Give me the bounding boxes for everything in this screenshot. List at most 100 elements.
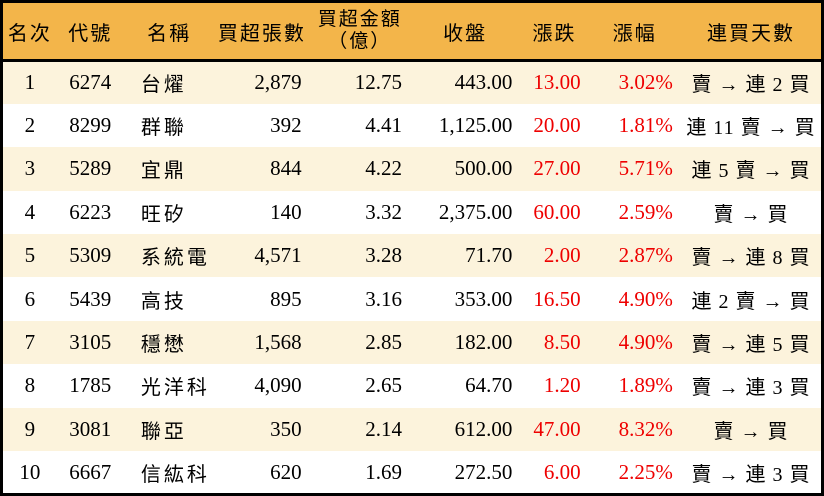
cell-days: 連 5 賣 → 買 xyxy=(691,160,811,183)
cell-change: 1.20 xyxy=(543,373,581,398)
cell-volume: 620 xyxy=(270,459,302,484)
cell-close: 353.00 xyxy=(454,286,513,311)
cell-name: 旺矽 xyxy=(140,203,187,226)
cell-rank: 3 xyxy=(24,156,36,181)
table-row: 5 5309 系統電 4,571 3.28 71.70 2.00 2.87% 賣… xyxy=(1,234,823,278)
cell-code: 8299 xyxy=(69,113,112,138)
cell-volume: 844 xyxy=(270,156,302,181)
col-header-amount: 買超金額 （億） xyxy=(309,1,410,62)
cell-code: 6274 xyxy=(69,70,112,95)
cell-close: 2,375.00 xyxy=(438,199,513,224)
cell-close: 182.00 xyxy=(454,330,513,355)
col-header-amount-line1: 買超金額 xyxy=(317,9,402,31)
cell-name: 宜鼎 xyxy=(140,160,187,183)
cell-days: 連 11 賣 → 買 xyxy=(686,117,816,140)
cell-pct: 2.87% xyxy=(618,243,673,268)
cell-change: 6.00 xyxy=(543,459,581,484)
cell-days: 賣 → 買 xyxy=(713,420,789,443)
col-header-rank: 名次 xyxy=(1,1,57,62)
cell-name: 光洋科 xyxy=(140,377,210,400)
cell-rank: 2 xyxy=(24,113,36,138)
col-header-code: 代號 xyxy=(56,1,124,62)
cell-code: 5309 xyxy=(69,243,112,268)
cell-rank: 6 xyxy=(24,286,36,311)
cell-amount: 4.22 xyxy=(365,156,402,181)
cell-code: 3105 xyxy=(69,330,112,355)
cell-pct: 8.32% xyxy=(618,416,673,441)
cell-rank: 1 xyxy=(24,70,36,95)
cell-rank: 7 xyxy=(24,330,36,355)
cell-name: 穩懋 xyxy=(140,334,187,357)
cell-volume: 392 xyxy=(270,113,302,138)
cell-amount: 2.14 xyxy=(365,416,402,441)
cell-name: 高技 xyxy=(140,290,187,313)
cell-pct: 1.81% xyxy=(618,113,673,138)
table-row: 8 1785 光洋科 4,090 2.65 64.70 1.20 1.89% 賣… xyxy=(1,364,823,408)
table-row: 3 5289 宜鼎 844 4.22 500.00 27.00 5.71% 連 … xyxy=(1,147,823,191)
cell-code: 3081 xyxy=(69,416,112,441)
cell-close: 71.70 xyxy=(465,243,513,268)
cell-name: 聯亞 xyxy=(140,420,187,443)
cell-code: 6223 xyxy=(69,199,112,224)
cell-pct: 4.90% xyxy=(618,330,673,355)
cell-volume: 1,568 xyxy=(254,330,302,355)
cell-days: 賣 → 連 8 買 xyxy=(691,247,811,270)
cell-rank: 5 xyxy=(24,243,36,268)
cell-volume: 350 xyxy=(270,416,302,441)
cell-name: 系統電 xyxy=(140,247,210,270)
cell-amount: 3.16 xyxy=(365,286,402,311)
cell-change: 60.00 xyxy=(533,199,581,224)
col-header-change: 漲跌 xyxy=(520,1,589,62)
table-row: 1 6274 台燿 2,879 12.75 443.00 13.00 3.02%… xyxy=(1,60,823,104)
cell-amount: 1.69 xyxy=(365,459,402,484)
cell-volume: 4,571 xyxy=(254,243,302,268)
col-header-name: 名稱 xyxy=(123,1,215,62)
col-header-days: 連買天數 xyxy=(680,1,823,62)
col-header-amount-line2: （億） xyxy=(328,31,392,52)
cell-volume: 895 xyxy=(270,286,302,311)
table-row: 2 8299 群聯 392 4.41 1,125.00 20.00 1.81% … xyxy=(1,103,823,148)
cell-rank: 9 xyxy=(24,416,36,441)
cell-code: 5439 xyxy=(69,286,112,311)
cell-pct: 4.90% xyxy=(618,286,673,311)
cell-rank: 4 xyxy=(24,199,36,224)
header-row: 名次 代號 名稱 買超張數 買超金額 （億） 收盤 漲跌 漲幅 連買天數 xyxy=(1,1,823,62)
cell-amount: 3.28 xyxy=(365,243,402,268)
cell-change: 8.50 xyxy=(543,330,581,355)
cell-change: 47.00 xyxy=(533,416,581,441)
cell-rank: 8 xyxy=(24,373,36,398)
cell-change: 13.00 xyxy=(533,70,581,95)
cell-rank: 10 xyxy=(19,459,41,484)
cell-volume: 2,879 xyxy=(254,70,302,95)
cell-days: 連 2 賣 → 買 xyxy=(691,290,811,313)
cell-close: 612.00 xyxy=(454,416,513,441)
cell-days: 賣 → 連 5 買 xyxy=(691,334,811,357)
cell-change: 27.00 xyxy=(533,156,581,181)
cell-days: 賣 → 連 3 買 xyxy=(691,377,811,400)
cell-close: 1,125.00 xyxy=(438,113,513,138)
cell-amount: 2.85 xyxy=(365,330,402,355)
cell-name: 信紘科 xyxy=(140,463,210,486)
cell-volume: 4,090 xyxy=(254,373,302,398)
cell-amount: 12.75 xyxy=(354,70,402,95)
table-row: 7 3105 穩懋 1,568 2.85 182.00 8.50 4.90% 賣… xyxy=(1,320,823,365)
cell-change: 16.50 xyxy=(533,286,581,311)
cell-days: 賣 → 連 2 買 xyxy=(691,74,811,97)
cell-pct: 2.25% xyxy=(618,459,673,484)
cell-name: 台燿 xyxy=(140,74,187,97)
cell-change: 20.00 xyxy=(533,113,581,138)
table-row: 10 6667 信紘科 620 1.69 272.50 6.00 2.25% 賣… xyxy=(1,451,823,495)
cell-name: 群聯 xyxy=(140,117,187,140)
table-row: 4 6223 旺矽 140 3.32 2,375.00 60.00 2.59% … xyxy=(1,190,823,235)
cell-code: 5289 xyxy=(69,156,112,181)
cell-close: 64.70 xyxy=(465,373,513,398)
col-header-close: 收盤 xyxy=(409,1,521,62)
table-row: 9 3081 聯亞 350 2.14 612.00 47.00 8.32% 賣 … xyxy=(1,407,823,452)
table-row: 6 5439 高技 895 3.16 353.00 16.50 4.90% 連 … xyxy=(1,277,823,321)
cell-volume: 140 xyxy=(270,199,302,224)
cell-days: 賣 → 買 xyxy=(713,203,789,226)
cell-amount: 2.65 xyxy=(365,373,402,398)
cell-close: 272.50 xyxy=(454,459,513,484)
col-header-volume: 買超張數 xyxy=(214,1,310,62)
